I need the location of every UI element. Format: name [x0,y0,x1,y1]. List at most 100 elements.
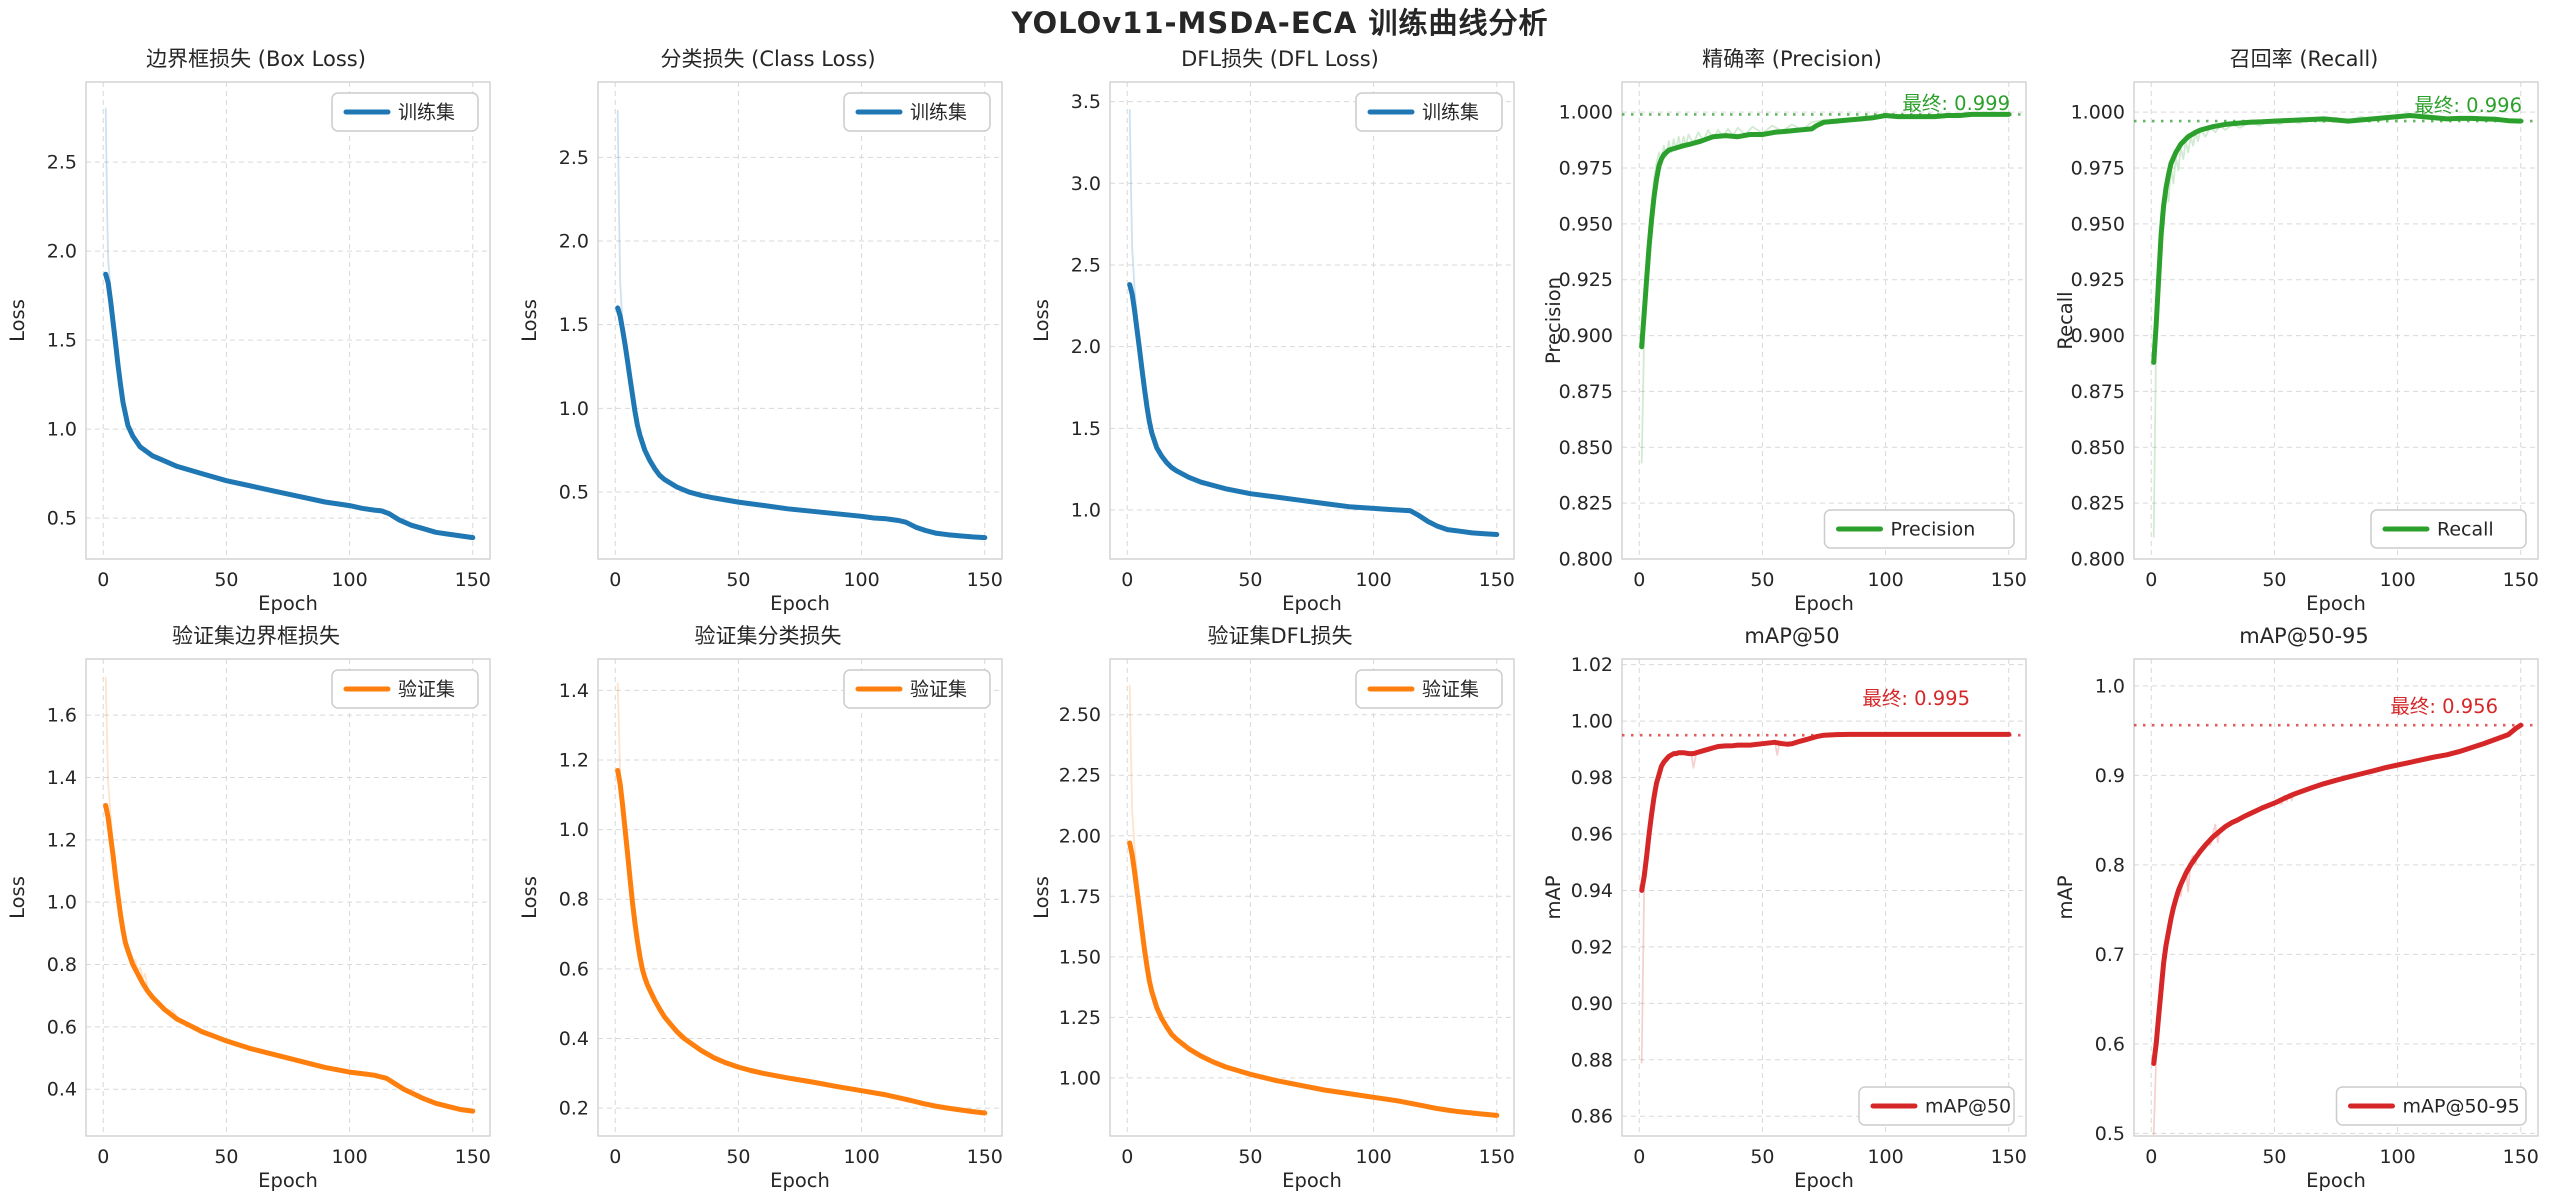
legend: 训练集 [1355,92,1503,132]
svg-text:1.00: 1.00 [1571,711,1613,733]
plot-frame [2133,81,2539,560]
raw-series-line [104,676,203,1033]
x-axis-label: Epoch [258,592,318,615]
svg-text:0: 0 [1633,1146,1645,1168]
tick-labels: 0.86 0.88 0.90 0.92 0.94 0.96 0.98 1.00 1.02 0 50 1… [1571,654,2027,1168]
chart-title: 精确率 (Precision) [1702,47,1882,71]
svg-text:100: 100 [2379,569,2415,591]
y-axis-label: Loss [518,876,541,919]
svg-text:100: 100 [1355,569,1391,591]
svg-text:0.8: 0.8 [2095,854,2125,876]
chart-cell-map50: mAP@50 0.86 0.88 0.90 0.92 0.94 0.96 0.98 1.00 1… [1536,619,2048,1196]
charts-grid: 边界框损失 (Box Loss) 0.5 1.0 1.5 2.0 2.5 0 50 100 15… [0,42,2560,1196]
svg-text:150: 150 [1991,569,2027,591]
svg-text:0: 0 [609,569,621,591]
svg-text:0.98: 0.98 [1571,767,1613,789]
smooth-series-line [2151,113,2524,365]
svg-text:50: 50 [214,569,238,591]
svg-text:0.875: 0.875 [1559,381,1613,403]
svg-text:1.0: 1.0 [1071,499,1101,521]
series-group [1127,684,1500,1118]
svg-text:0.9: 0.9 [2095,765,2125,787]
svg-text:0.925: 0.925 [2071,269,2125,291]
chart-title: 验证集DFL损失 [1207,624,1353,648]
y-axis-label: mAP [1542,875,1565,919]
svg-text:1.5: 1.5 [1071,418,1101,440]
series-group [103,676,476,1114]
series-group [1127,108,1500,537]
chart-title: mAP@50 [1744,624,1840,648]
gridlines [1622,659,2026,1136]
x-axis-label: Epoch [2306,592,2366,615]
plot-frame [85,81,491,560]
svg-text:2.0: 2.0 [559,231,589,253]
smooth-series-line [615,767,988,1116]
legend: 验证集 [1355,669,1503,709]
svg-text:0.6: 0.6 [2095,1033,2125,1055]
svg-text:0: 0 [609,1146,621,1168]
series-group [2134,113,2538,538]
x-axis-label: Epoch [258,1169,318,1192]
plot-frame [597,81,1003,560]
svg-text:100: 100 [331,569,367,591]
svg-text:1.4: 1.4 [47,767,77,789]
gridlines [2134,659,2538,1136]
smooth-series-line [1127,282,1500,537]
map50-95-plot: 0.5 0.6 0.7 0.8 0.9 1.0 0 50 100 150 Epoch mAP 最终: 0… [2054,658,2539,1192]
raw-series-line [1128,684,1227,1068]
series-group [1622,731,2026,1064]
svg-text:2.00: 2.00 [1059,825,1101,847]
svg-text:0.92: 0.92 [1571,936,1613,958]
svg-text:100: 100 [1355,1146,1391,1168]
smooth-series-line [103,803,476,1114]
svg-text:2.0: 2.0 [47,241,77,263]
svg-text:0.925: 0.925 [1559,269,1613,291]
svg-text:150: 150 [1479,569,1515,591]
plot-frame [85,658,491,1137]
chart-cell-train-class-loss: 分类损失 (Class Loss) 0.5 1.0 1.5 2.0 2.5 0 50 100 1… [512,42,1024,619]
series-group [2134,722,2538,1136]
svg-text:0.950: 0.950 [2071,213,2125,235]
svg-text:150: 150 [1991,1146,2027,1168]
x-axis-label: Epoch [770,592,830,615]
svg-text:150: 150 [455,1146,491,1168]
page-title: YOLOv11-MSDA-ECA 训练曲线分析 [1011,6,1549,40]
svg-text:1.000: 1.000 [1559,102,1613,124]
svg-text:0.8: 0.8 [559,889,589,911]
svg-text:0: 0 [1633,569,1645,591]
series-group [615,109,988,541]
series-group [615,682,988,1116]
tick-labels: 0.5 0.6 0.7 0.8 0.9 1.0 0 50 100 150 [2095,675,2539,1168]
raw-series-line [2152,724,2522,1136]
svg-text:0.2: 0.2 [559,1098,589,1120]
svg-text:0.900: 0.900 [1559,325,1613,347]
smooth-series-line [2151,722,2524,1066]
chart-cell-map50-95: mAP@50-95 0.5 0.6 0.7 0.8 0.9 1.0 0 50 100 150 Epo… [2048,619,2560,1196]
svg-text:0.7: 0.7 [2095,944,2125,966]
gridlines [1110,82,1514,559]
map50-plot: 0.86 0.88 0.90 0.92 0.94 0.96 0.98 1.00 1.02 0 50 1… [1542,654,2027,1192]
legend-label: 训练集 [1422,102,1479,124]
chart-cell-val-box-loss: 验证集边界框损失 0.4 0.6 0.8 1.0 1.2 1.4 1.6 0 50 100 150 E… [0,619,512,1196]
svg-text:0.6: 0.6 [559,958,589,980]
plot-frame [2133,658,2539,1137]
series-group [103,107,476,541]
svg-text:1.0: 1.0 [2095,675,2125,697]
plot-frame [1621,81,2027,560]
raw-series-line [616,682,715,1059]
chart-title: 分类损失 (Class Loss) [660,47,876,71]
final-value-annotation: 最终: 0.956 [2390,695,2498,718]
legend-label: 训练集 [398,102,455,124]
svg-text:0.850: 0.850 [2071,437,2125,459]
svg-text:0.875: 0.875 [2071,381,2125,403]
smooth-series-line [615,305,988,541]
legend-label: 验证集 [910,679,967,701]
chart-cell-val-dfl-loss: 验证集DFL损失 1.00 1.25 1.50 1.75 2.00 2.25 2.50 0 50… [1024,619,1536,1196]
svg-text:50: 50 [1750,569,1774,591]
svg-text:1.02: 1.02 [1571,654,1613,676]
legend: mAP@50 [1858,1086,2015,1126]
svg-text:0.94: 0.94 [1571,880,1613,902]
svg-text:50: 50 [2262,1146,2286,1168]
svg-text:1.6: 1.6 [47,705,77,727]
